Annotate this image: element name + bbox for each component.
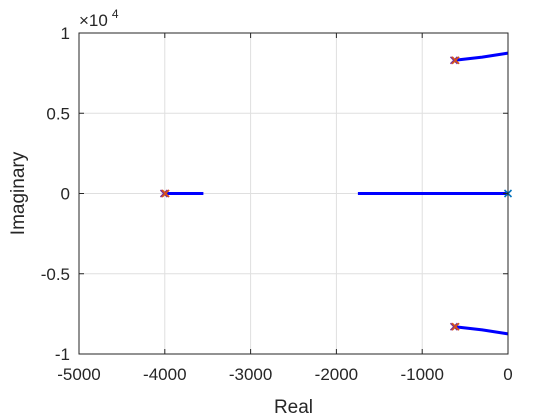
x-tick-label: -1000 [400, 365, 443, 384]
y-tick-label: 0.5 [46, 104, 70, 123]
x-tick-label: -4000 [143, 365, 186, 384]
pole-marker [159, 189, 169, 198]
x-tick-label: -5000 [57, 365, 100, 384]
pole-marker [449, 56, 459, 65]
pole-marker [161, 189, 170, 198]
pole-marker [449, 322, 459, 331]
y-axis-label: Imaginary [8, 151, 29, 235]
axis-tick-labels: -5000 -4000 -3000 -2000 -1000 0 -1 -0.5 0 0.5 1 [41, 24, 513, 384]
y-axis-multiplier-exponent: 4 [112, 7, 119, 21]
plot-markers [159, 56, 513, 331]
x-tick-label: 0 [503, 365, 512, 384]
axis-ticks [78, 32, 509, 355]
locus-branch-3 [454, 51, 509, 62]
x-tick-label: -2000 [315, 365, 358, 384]
y-axis-multiplier: ×10 4 [79, 7, 119, 30]
y-tick-label: -0.5 [41, 265, 70, 284]
y-tick-label: -1 [55, 345, 70, 364]
plot-series [164, 51, 509, 336]
y-tick-label: 0 [61, 185, 70, 204]
x-axis-label: Real [274, 397, 313, 418]
pole-marker [451, 322, 460, 331]
y-axis-multiplier-base: ×10 [79, 11, 108, 30]
locus-branch-4 [454, 325, 509, 336]
pole-marker [451, 56, 460, 65]
x-tick-label: -3000 [229, 365, 272, 384]
y-tick-label: 1 [61, 24, 70, 43]
